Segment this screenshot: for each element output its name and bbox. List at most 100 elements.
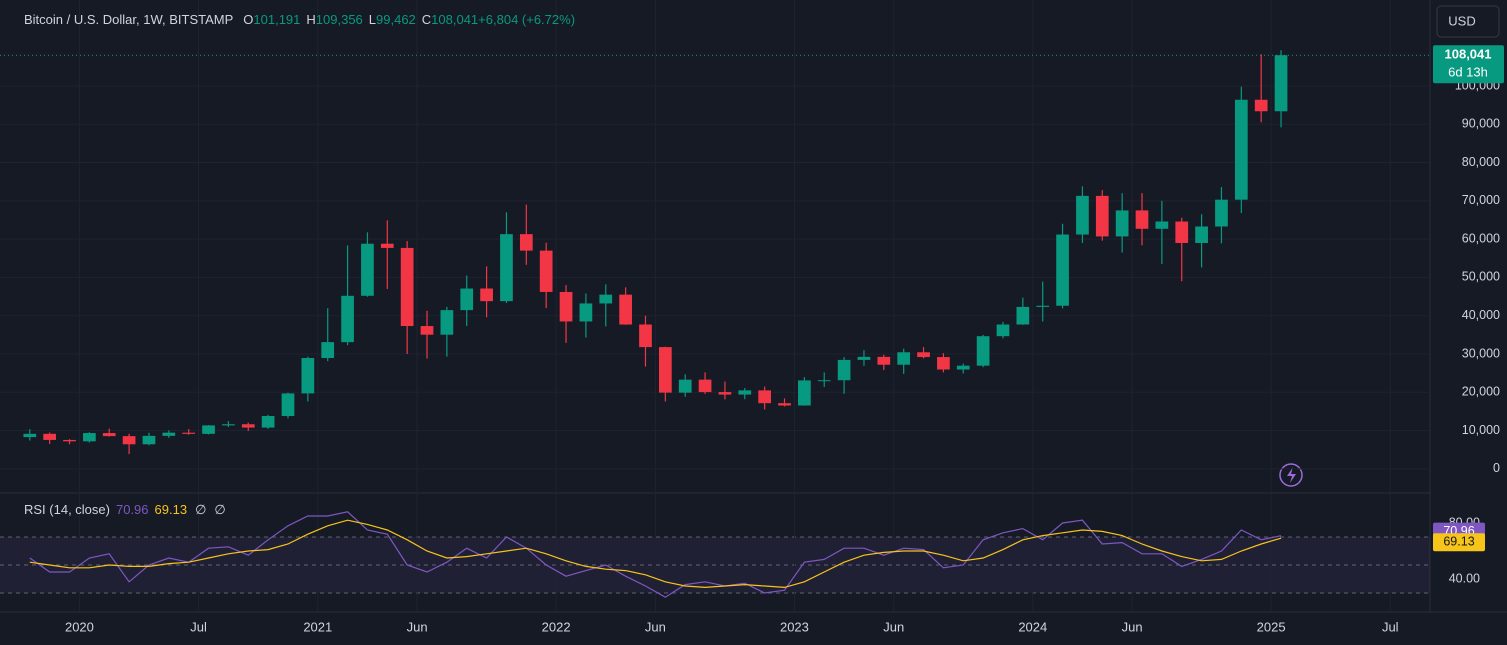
legend-key: H [306, 12, 315, 27]
candle-body [917, 352, 930, 358]
candle-body [539, 250, 553, 292]
candle-body [480, 288, 493, 302]
y-tick-label: 40,000 [1462, 308, 1500, 322]
last-price-tag [1433, 45, 1504, 84]
candle-body [23, 433, 37, 438]
candle-body [162, 432, 176, 436]
chart-header: Bitcoin / U.S. Dollar, 1W, BITSTAMP O101,… [24, 12, 575, 27]
y-tick-label: 90,000 [1462, 117, 1500, 131]
candle-body [758, 390, 772, 404]
candle-body [619, 294, 632, 325]
y-tick-label: 30,000 [1462, 346, 1500, 360]
y-tick-label: 40.00 [1449, 571, 1480, 585]
y-tick-label: 70,000 [1462, 193, 1500, 207]
y-tick-label: 60,000 [1462, 231, 1500, 245]
candle-body [1095, 195, 1109, 237]
y-tick-label: 10,000 [1462, 423, 1500, 437]
candle-body [102, 433, 116, 437]
candle-body [1076, 195, 1089, 235]
candle-body [222, 424, 235, 426]
candle-body [1115, 210, 1129, 237]
alert-icon[interactable] [1279, 463, 1303, 487]
candle-body [380, 243, 394, 248]
candle-body [122, 436, 136, 445]
candle-body [341, 295, 354, 343]
candle-body [43, 433, 57, 440]
candle-body [500, 234, 513, 302]
x-tick-label: 2022 [542, 619, 571, 634]
candle-body [241, 424, 255, 428]
x-tick-label: 2024 [1018, 619, 1047, 634]
candle-body [1036, 305, 1050, 307]
candle-body [599, 294, 613, 304]
candle-body [83, 433, 96, 442]
legend-value: +6,804 (+6.72%) [478, 12, 575, 27]
candle-body [956, 365, 970, 370]
x-tick-label: Jun [645, 619, 666, 634]
rsi-line [29, 519, 1282, 589]
currency-button[interactable] [1436, 5, 1500, 38]
candle-body [837, 359, 851, 381]
indicator-extra: ∅ [214, 502, 225, 517]
legend-value: 101,191 [253, 12, 300, 27]
indicator-value: 70.96 [116, 502, 149, 517]
value-tag-label: 69.13 [1443, 535, 1474, 549]
candle-body [996, 324, 1010, 337]
candle-body [1274, 55, 1288, 112]
legend-key: C [422, 12, 431, 27]
candle-body [321, 342, 335, 359]
candle-body [817, 380, 831, 382]
candle-body [281, 393, 295, 417]
candle-body [1195, 226, 1208, 243]
alert-icon-bolt [1287, 467, 1296, 483]
chart-title: Bitcoin / U.S. Dollar, 1W, BITSTAMP [24, 12, 233, 27]
candle-body [897, 352, 911, 365]
candle-body [857, 356, 871, 360]
x-tick-label: 2023 [780, 619, 809, 634]
candle-body [698, 379, 712, 393]
candle-body [559, 291, 573, 322]
candle-body [579, 303, 593, 322]
y-tick-label: 50,000 [1462, 270, 1500, 284]
candle-body [400, 247, 414, 327]
candle-body [639, 324, 652, 348]
candle-body [738, 390, 752, 395]
candle-body [519, 234, 533, 251]
candle-body [202, 425, 215, 434]
legend-key: O [243, 12, 253, 27]
candle-body [937, 357, 950, 370]
legend-value: 99,462 [376, 12, 416, 27]
last-price-label: 108,041 [1445, 47, 1492, 62]
y-tick-label: 20,000 [1462, 385, 1500, 399]
candle-body [63, 439, 76, 442]
candle-body [1155, 221, 1169, 229]
y-tick-label: 80,000 [1462, 155, 1500, 169]
candle-body [1056, 234, 1069, 306]
x-tick-label: Jul [1382, 619, 1399, 634]
value-tag [1433, 533, 1485, 552]
legend-key: L [369, 12, 376, 27]
x-tick-label: 2025 [1257, 619, 1286, 634]
candle-body [678, 379, 692, 393]
y-tick-label: 0 [1493, 461, 1500, 475]
candle-body [182, 432, 196, 434]
currency-label[interactable]: USD [1448, 13, 1475, 28]
candle-body [420, 326, 434, 335]
candle-body [798, 380, 811, 406]
candle-body [261, 416, 275, 428]
countdown-label: 6d 13h [1448, 65, 1488, 80]
x-tick-label: Jul [190, 619, 207, 634]
rsi-line [29, 511, 1282, 598]
candle-body [361, 243, 374, 296]
candle-body [440, 310, 454, 335]
candle-body [1215, 199, 1228, 227]
x-tick-label: Jun [1122, 619, 1143, 634]
candle-body [877, 356, 891, 365]
x-tick-label: Jun [407, 619, 428, 634]
legend-value: 108,041 [431, 12, 478, 27]
candle-body [1016, 306, 1030, 325]
x-tick-label: 2020 [65, 619, 94, 634]
candle-body [142, 435, 156, 445]
